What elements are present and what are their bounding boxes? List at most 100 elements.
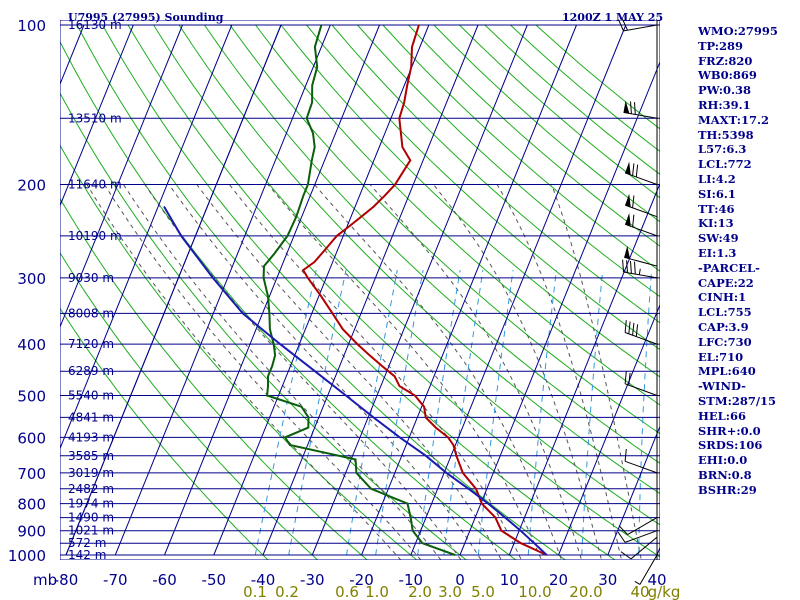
isotherm <box>311 24 528 556</box>
mixing-ratio-label: 0.1 <box>243 583 267 600</box>
profile-line-2 <box>163 205 548 556</box>
wind-barb-shaft <box>624 223 658 237</box>
grid-layer <box>60 20 660 560</box>
stat-item: LFC:730 <box>698 334 752 349</box>
wind-barb-feather <box>617 531 626 543</box>
dry-adiabat <box>60 251 319 560</box>
mixing-ratio-label: 0.2 <box>275 583 299 600</box>
temp-tick-label: -60 <box>152 571 177 589</box>
stat-item: CAP:3.9 <box>698 319 749 334</box>
isotherm <box>60 24 183 329</box>
stat-item: SI:6.1 <box>698 186 736 201</box>
height-label: 5540 m <box>68 389 114 403</box>
dry-adiabat <box>153 24 660 526</box>
pressure-label: 300 <box>17 270 46 288</box>
stats-panel: WMO:27995 TP:289 FRZ:820 WB0:869 PW:0.38 RH:3… <box>698 24 798 498</box>
isotherm <box>213 24 430 556</box>
temp-tick-label: -10 <box>399 571 424 589</box>
dry-adiabat <box>331 24 660 324</box>
dry-adiabat <box>229 24 660 435</box>
wind-barb-shaft <box>624 530 658 543</box>
moist-adiabat <box>144 184 462 560</box>
wind-barb-feather <box>634 102 636 115</box>
height-label: 3585 m <box>68 449 114 463</box>
mixing-ratio-label: 20.0 <box>569 583 602 600</box>
wind-barb-feather <box>630 101 632 114</box>
wind-barb-feather <box>635 324 639 337</box>
temp-tick-label: 40 <box>647 571 666 589</box>
wind-barb-shaft <box>630 536 658 560</box>
isotherm <box>60 24 134 207</box>
temp-tick-label: -20 <box>349 571 374 589</box>
wind-barb-feather <box>620 551 632 560</box>
mixing-ratio-line <box>287 269 347 560</box>
stat-item: LCL:772 <box>698 157 752 172</box>
wind-barb-feather <box>630 260 632 274</box>
height-label: 1490 m <box>68 511 114 525</box>
moist-adiabat <box>168 184 482 560</box>
pressure-label: 600 <box>17 429 46 447</box>
height-label: 16130 m <box>68 18 122 32</box>
height-label: 8008 m <box>68 306 114 320</box>
wind-barb-shaft <box>623 24 658 32</box>
chart-timestamp: 1200Z 1 MAY 25 <box>562 11 663 24</box>
wind-barb-shaft <box>624 460 658 474</box>
wind-barb-shaft <box>639 554 658 585</box>
dry-adiabat <box>306 24 660 351</box>
stat-item: HEL:66 <box>698 408 746 423</box>
pressure-label: 400 <box>17 336 46 354</box>
wind-barb-flag <box>623 100 630 114</box>
pressure-label: 900 <box>17 523 46 541</box>
mixing-ratio-label: 3.0 <box>438 583 462 600</box>
stat-item: EL:710 <box>698 349 744 364</box>
height-label: 3019 m <box>68 466 114 480</box>
pressure-label: 1000 <box>8 547 46 565</box>
wind-barb-feather <box>628 372 631 386</box>
temp-tick-label: 30 <box>598 571 617 589</box>
stat-item: KI:13 <box>698 216 734 231</box>
height-label: 4841 m <box>68 410 114 424</box>
stat-item: STM:287/15 <box>698 393 777 408</box>
plot-frame <box>60 20 660 560</box>
wind-barb-feather <box>618 525 628 535</box>
wind-barb-flag <box>625 161 631 175</box>
temp-tick-label: -30 <box>300 571 325 589</box>
dry-adiabat <box>204 24 660 464</box>
isotherm <box>508 182 660 556</box>
temp-tick-label: -50 <box>202 571 227 589</box>
moist-adiabat <box>496 184 622 560</box>
mixing-ratio-label: 5.0 <box>471 583 495 600</box>
mixing-ratio-line <box>416 270 461 560</box>
chart-title: U7995 (27995) Sounding <box>68 11 224 24</box>
dry-adiabat <box>60 307 269 560</box>
dry-adiabat <box>60 144 418 560</box>
height-label: 2482 m <box>68 482 114 496</box>
isotherm <box>60 24 233 450</box>
dry-adiabat <box>255 24 660 406</box>
isotherm <box>558 303 660 556</box>
mixing-ratio-line <box>442 270 484 560</box>
stat-item: LI:4.2 <box>698 171 736 186</box>
stat-item: FRZ:820 <box>698 53 753 68</box>
mixing-ratio-line <box>345 270 398 560</box>
wind-barb-flag <box>625 193 631 208</box>
temp-tick-label: -40 <box>251 571 276 589</box>
pressure-label: 700 <box>17 465 46 483</box>
stat-item: EHI:0.0 <box>698 453 748 468</box>
stat-item: MPL:640 <box>698 364 756 379</box>
moist-adiabat <box>103 184 422 560</box>
height-label: 11640 m <box>68 178 122 192</box>
height-label: 1021 m <box>68 524 114 538</box>
wind-barb-feather <box>632 195 635 208</box>
dry-adiabat <box>76 24 567 560</box>
height-label: 142 m <box>68 548 106 562</box>
moist-adiabat <box>267 184 543 560</box>
mixing-ratio-label: 40 <box>630 583 649 600</box>
stat-item: LCL:755 <box>698 305 752 320</box>
moist-adiabat <box>314 184 563 560</box>
wind-barb-feather <box>624 448 627 462</box>
height-label: 572 m <box>68 536 106 550</box>
mixing-ratio-label: 2.0 <box>408 583 432 600</box>
dry-adiabat <box>382 24 660 272</box>
temp-tick-label: -80 <box>54 571 79 589</box>
